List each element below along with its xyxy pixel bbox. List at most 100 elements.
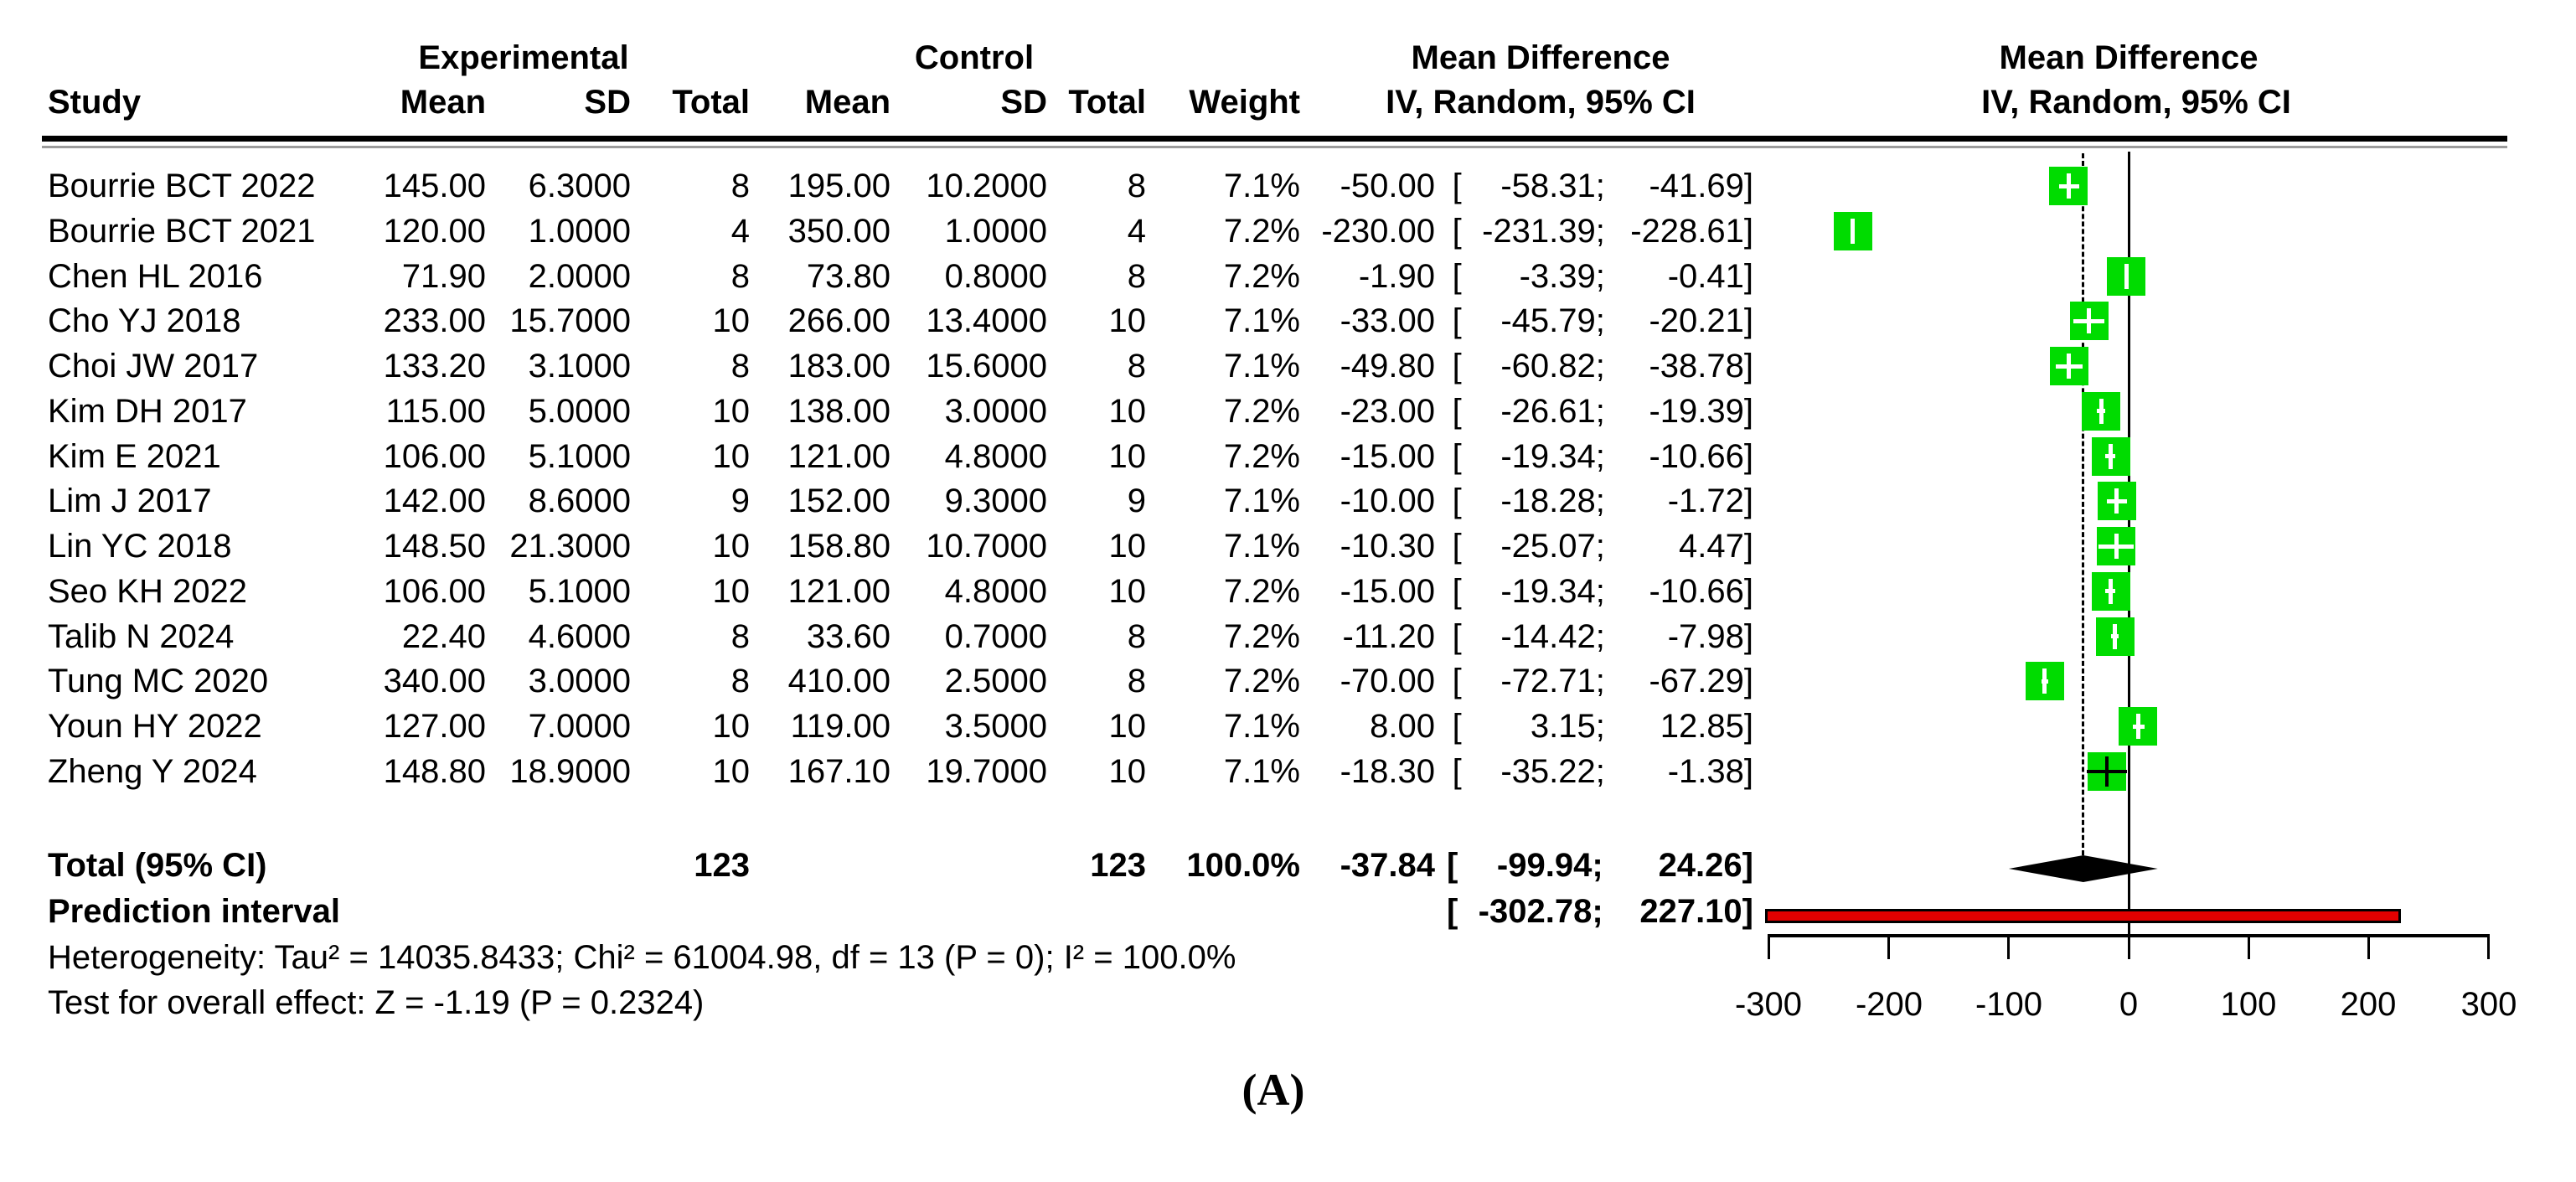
- ci-text: [-25.07; 4.47]: [1453, 527, 1753, 565]
- ctrl-mean: 350.00: [787, 213, 891, 250]
- semicolon: ;: [1595, 348, 1605, 385]
- point-estimate-white-tick: [2087, 308, 2091, 333]
- ci-text: [-231.39; -228.61]: [1453, 212, 1753, 250]
- total-weight: 100.0%: [1186, 847, 1300, 884]
- study-name: Zheng Y 2024: [48, 753, 257, 790]
- exp-mean: 127.00: [383, 708, 486, 745]
- bracket-close: ]: [1743, 663, 1753, 699]
- md-value: 8.00: [1370, 708, 1435, 745]
- exp-mean: 106.00: [383, 438, 486, 475]
- ctrl-total: 10: [1108, 528, 1147, 565]
- semicolon: ;: [1595, 302, 1605, 339]
- point-estimate-white-tick: [1851, 219, 1855, 244]
- ci-text: [-72.71; -67.29]: [1453, 662, 1753, 700]
- semicolon: ;: [1595, 528, 1605, 565]
- ci-text: [-58.31; -41.69]: [1453, 167, 1753, 205]
- ctrl-sd: 4.8000: [944, 573, 1047, 610]
- ci-upper: -1.38: [1667, 753, 1744, 790]
- exp-mean: 145.00: [383, 168, 486, 204]
- ctrl-mean: 138.00: [787, 393, 891, 430]
- ci-upper: 4.47: [1679, 528, 1744, 565]
- ctrl-mean: 183.00: [787, 348, 891, 385]
- bracket-open: [: [1447, 847, 1458, 884]
- column-header-weight: Weight: [1189, 84, 1300, 121]
- exp-sd: 15.7000: [509, 302, 631, 339]
- prediction-interval-bar: [1765, 909, 2401, 923]
- ctrl-sd: 1.0000: [944, 213, 1047, 250]
- column-header-exp-sd: SD: [584, 84, 631, 121]
- semicolon: ;: [1595, 753, 1605, 790]
- point-estimate-white-tick: [2099, 399, 2104, 424]
- ci-lower: -19.34: [1500, 573, 1596, 610]
- study-name: Youn HY 2022: [48, 708, 262, 745]
- exp-mean: 233.00: [383, 302, 486, 339]
- column-header-method-plot-column: IV, Random, 95% CI: [1981, 84, 2291, 121]
- semicolon: ;: [1595, 483, 1605, 519]
- x-axis-tick-label: -100: [1975, 986, 2043, 1023]
- overall-effect-test: Test for overall effect: Z = -1.19 (P = …: [48, 984, 705, 1021]
- md-value: -11.20: [1342, 618, 1435, 655]
- x-axis-tick: [1887, 934, 1890, 959]
- column-header-ctrl-total: Total: [1068, 84, 1146, 121]
- x-axis-tick-label: 200: [2340, 986, 2397, 1023]
- weight: 7.1%: [1223, 302, 1300, 339]
- panel-caption: (A): [1242, 1065, 1305, 1115]
- exp-sd: 18.9000: [509, 753, 631, 790]
- bracket-close: ]: [1743, 528, 1753, 565]
- bracket-open: [: [1452, 168, 1462, 204]
- exp-total: 8: [730, 258, 750, 295]
- ctrl-sd: 10.7000: [926, 528, 1047, 565]
- weight: 7.2%: [1223, 618, 1300, 655]
- exp-mean: 148.50: [383, 528, 486, 565]
- md-value: -10.30: [1340, 528, 1435, 565]
- weight: 7.1%: [1223, 348, 1300, 385]
- ci-text: [-19.34; -10.66]: [1453, 437, 1753, 476]
- bracket-open: [: [1452, 258, 1462, 295]
- md-value: -1.90: [1358, 258, 1435, 295]
- ctrl-total: 4: [1127, 213, 1146, 250]
- point-estimate-white-tick: [2067, 173, 2071, 199]
- exp-sd: 21.3000: [509, 528, 631, 565]
- x-axis-tick-label: -200: [1855, 986, 1923, 1023]
- total-ctrl-total: 123: [1090, 847, 1146, 884]
- study-name: Cho YJ 2018: [48, 302, 241, 339]
- ci-lower: -60.82: [1500, 348, 1596, 385]
- ci-upper: -228.61: [1630, 213, 1744, 250]
- semicolon: ;: [1595, 168, 1605, 204]
- ci-text: [-60.82; -38.78]: [1453, 347, 1753, 385]
- header-effect-title-text-column: Mean Difference: [1411, 39, 1670, 76]
- ctrl-mean: 152.00: [787, 483, 891, 519]
- ctrl-sd: 13.4000: [926, 302, 1047, 339]
- ctrl-total: 8: [1127, 663, 1146, 699]
- exp-total: 8: [730, 618, 750, 655]
- exp-total: 10: [712, 302, 751, 339]
- ctrl-total: 10: [1108, 708, 1147, 745]
- weight: 7.1%: [1223, 483, 1300, 519]
- study-name: Choi JW 2017: [48, 348, 259, 385]
- x-axis-tick: [1768, 934, 1770, 959]
- ctrl-sd: 15.6000: [926, 348, 1047, 385]
- x-axis-tick-label: 300: [2460, 986, 2517, 1023]
- ctrl-sd: 0.8000: [944, 258, 1047, 295]
- ctrl-mean: 33.60: [806, 618, 891, 655]
- bracket-close: ]: [1743, 258, 1753, 295]
- exp-mean: 142.00: [383, 483, 486, 519]
- bracket-open: [: [1452, 573, 1462, 610]
- ci-upper: -38.78: [1649, 348, 1744, 385]
- study-name: Kim E 2021: [48, 438, 221, 475]
- ci-lower: -72.71: [1500, 663, 1596, 699]
- ci-text: [-14.42; -7.98]: [1453, 617, 1753, 656]
- ci-text: [-19.34; -10.66]: [1453, 572, 1753, 611]
- column-header-exp-total: Total: [672, 84, 750, 121]
- point-estimate-white-tick: [2042, 668, 2047, 694]
- ci-lower: -25.07: [1500, 528, 1596, 565]
- bracket-close: ]: [1742, 847, 1753, 884]
- semicolon: ;: [1595, 708, 1605, 745]
- prediction-ci: [-302.78; 227.10]: [1447, 892, 1753, 931]
- overall-estimate-dashed-line: [2082, 153, 2084, 855]
- ctrl-sd: 3.0000: [944, 393, 1047, 430]
- bracket-open: [: [1447, 893, 1458, 930]
- weight: 7.2%: [1223, 663, 1300, 699]
- ci-lower: -18.28: [1500, 483, 1596, 519]
- ctrl-mean: 195.00: [787, 168, 891, 204]
